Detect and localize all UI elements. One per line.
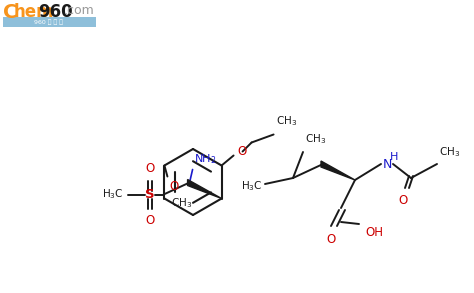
Text: H: H (390, 152, 398, 162)
Polygon shape (188, 180, 221, 198)
Polygon shape (321, 161, 355, 180)
Text: CH$_3$: CH$_3$ (439, 145, 460, 159)
Text: H$_3$C: H$_3$C (241, 179, 263, 193)
Text: hem: hem (14, 3, 55, 21)
Text: O: O (145, 214, 154, 227)
Text: O: O (145, 161, 154, 175)
Text: O: O (327, 233, 336, 246)
Text: O: O (169, 180, 179, 193)
Text: 960 化 工 网: 960 化 工 网 (35, 19, 64, 25)
Text: S: S (145, 188, 155, 201)
FancyBboxPatch shape (3, 17, 96, 27)
Text: O: O (398, 194, 408, 207)
Text: CH$_3$: CH$_3$ (172, 197, 192, 210)
Text: 960: 960 (38, 3, 73, 21)
Text: CH$_3$: CH$_3$ (305, 132, 326, 146)
Text: .com: .com (64, 4, 95, 17)
Text: NH$_2$: NH$_2$ (193, 152, 216, 166)
Text: OH: OH (365, 226, 383, 239)
Text: O: O (237, 145, 247, 158)
Text: H$_3$C: H$_3$C (102, 188, 124, 201)
Text: C: C (3, 3, 18, 22)
Text: N: N (383, 158, 392, 171)
Text: CH$_3$: CH$_3$ (275, 115, 297, 129)
